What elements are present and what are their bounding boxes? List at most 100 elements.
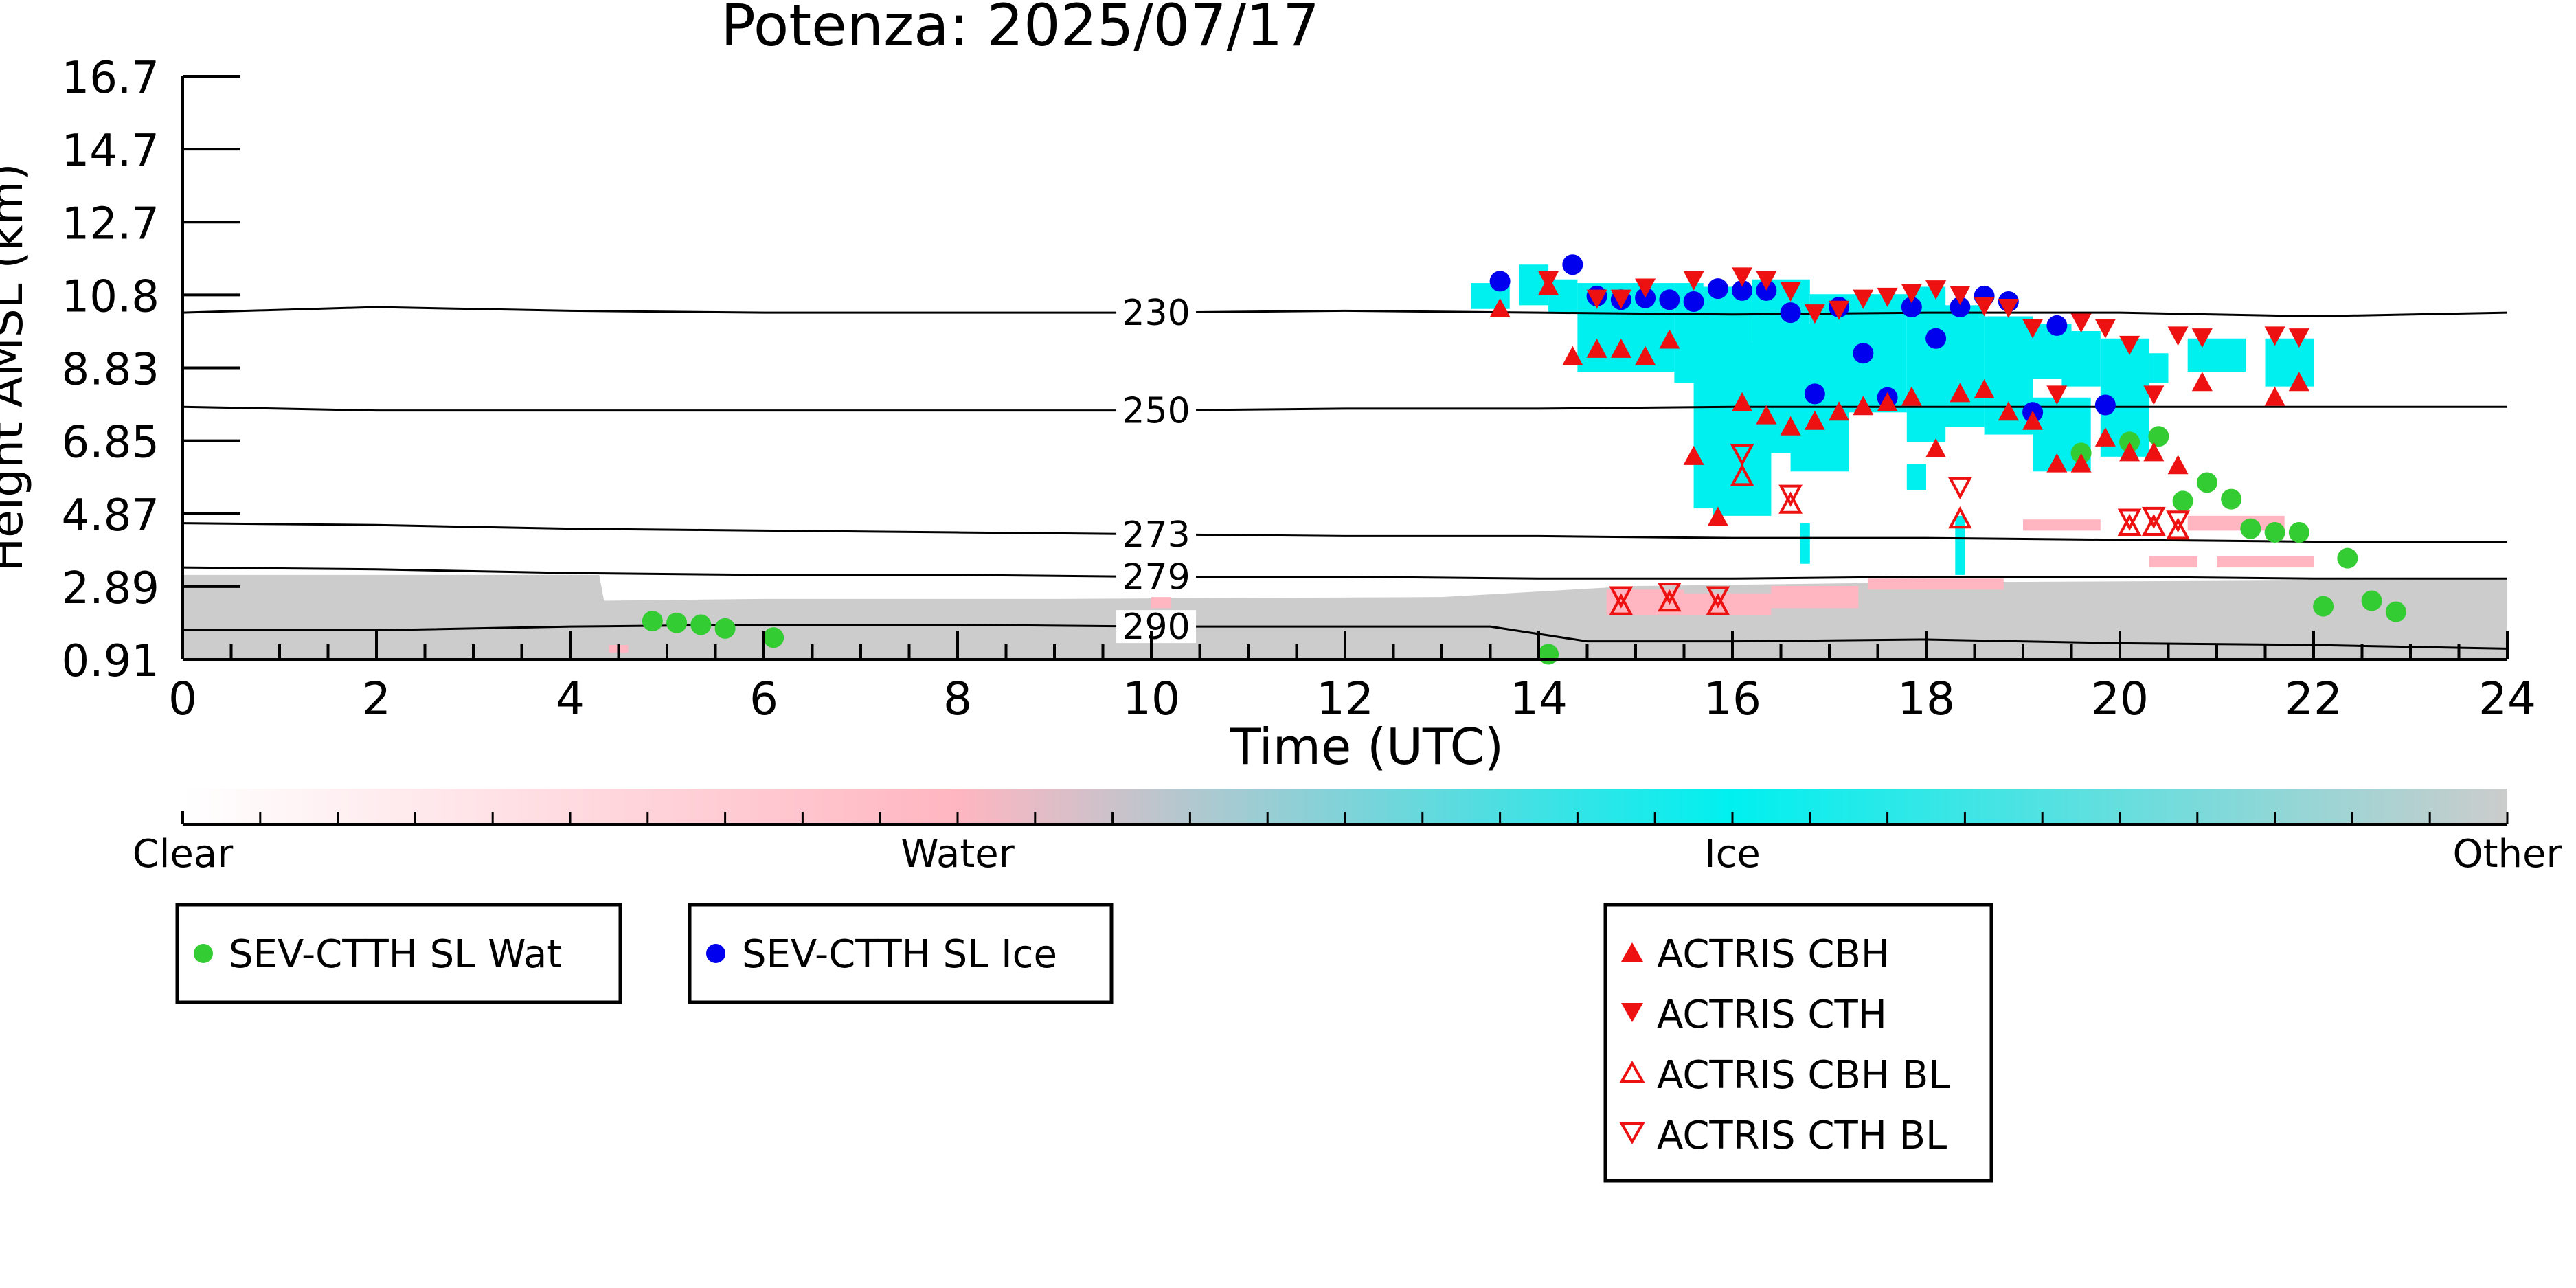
y-tick-label: 10.8 [62,271,160,322]
data-point [1586,289,1607,309]
data-point [1804,383,1825,405]
y-tick-label: 4.87 [62,490,160,541]
x-tick-label: 20 [2091,673,2149,725]
data-point [1706,593,1730,615]
chart-title: Potenza: 2025/07/17 [721,0,1320,59]
data-point [2385,601,2406,622]
x-tick-label: 0 [168,673,197,725]
isotherm-label-250: 250 [1122,391,1190,432]
data-point [1950,383,1971,403]
isotherm-label-273: 273 [1122,515,1190,556]
data-point [1829,300,1850,320]
x-tick-label: 24 [2478,673,2536,725]
y-tick-label: 8.83 [62,345,160,396]
data-point [1609,586,1634,609]
data-point [2117,508,2142,531]
data-point [1901,297,1922,318]
data-point [2119,431,2140,453]
data-point [1732,267,1753,287]
data-point [2166,517,2190,540]
legend-satellite-wat: SEV-CTTH SL Wat [175,903,622,1004]
data-point [1683,291,1704,312]
data-point [1853,343,1874,364]
data-point [2172,490,2193,512]
data-point [2288,372,2309,392]
isotherm-line-279 [183,566,2507,580]
data-point [1538,271,1559,291]
data-point [1925,328,1947,349]
data-point [2143,442,2165,462]
data-point [2094,394,2116,416]
legend-filled-down-triangle-icon [1621,1003,1643,1022]
data-point [1998,401,2019,421]
data-point [2240,518,2261,539]
data-point [1658,583,1682,605]
data-point [1610,338,1631,358]
data-point [2070,442,2092,464]
data-point [2094,427,2116,447]
data-point [1853,289,1874,309]
colorbar-label-clear: Clear [133,832,234,877]
x-tick-label: 16 [1704,673,1761,725]
ice-cloud-region [1906,464,1926,490]
x-axis-label: Time (UTC) [1230,718,1504,776]
axes: 0 2 4 6 8 10 12 14 16 18 20 22 24 0.912.894.876.858.… [62,53,2536,725]
data-point [2361,590,2382,611]
legend-cbh-label: ACTRIS CBH [1657,932,1890,977]
water-cloud-region [1771,586,1859,609]
legend-open-down-triangle-icon [1619,1122,1645,1145]
data-point [1901,386,1922,406]
x-tick-label: 4 [556,673,585,725]
data-point [1925,280,1947,300]
data-point [1780,282,1801,302]
data-point [1853,396,1874,416]
legend-cth-label: ACTRIS CTH [1657,993,1887,1037]
data-point [2094,319,2116,339]
data-point [1706,586,1730,609]
water-cloud-region [2023,519,2101,531]
data-point [1538,644,1559,665]
data-point [2167,326,2189,346]
data-point [666,612,688,633]
colorbar-label-water: Water [901,832,1015,877]
ice-cloud-region [2187,338,2246,372]
data-point [1756,280,1777,301]
legend-satellite-ice: SEV-CTTH SL Ice [688,903,1114,1004]
data-point [1974,297,1995,317]
legend-wat-label: SEV-CTTH SL Wat [229,932,562,977]
data-point [2148,426,2169,447]
y-tick-label: 14.7 [62,126,160,177]
isotherm-label-230: 230 [1122,293,1190,334]
data-point [1877,287,1898,307]
legend-cbh-bl-label: ACTRIS CBH BL [1657,1053,1950,1098]
data-point [1950,286,1971,306]
data-point [1658,589,1682,612]
data-point [2142,513,2166,536]
data-point [2022,410,2044,430]
data-point [1609,593,1634,615]
x-tick-label: 12 [1316,673,1374,725]
y-tick-label: 6.85 [62,418,160,468]
data-point [1778,484,1803,507]
data-point [1948,477,1972,500]
isotherm-label-279: 279 [1122,557,1190,598]
data-point [642,611,663,632]
data-point [1635,278,1656,298]
data-point [2117,513,2142,536]
data-point [2337,547,2358,569]
data-point [2264,522,2285,543]
data-point [1780,302,1801,324]
x-tick-label: 6 [749,673,778,725]
data-point [1804,304,1825,324]
x-tick-label: 14 [1510,673,1568,725]
data-point [1683,271,1704,291]
data-point [1804,410,1825,430]
colorbar-label-ice: Ice [1704,832,1761,877]
data-point [2143,385,2165,405]
data-point [1732,392,1753,411]
data-point [2264,326,2285,346]
data-point [1732,280,1753,301]
data-point [1829,401,1850,421]
isotherm-line-273 [183,522,2507,543]
data-point [1877,392,1898,411]
